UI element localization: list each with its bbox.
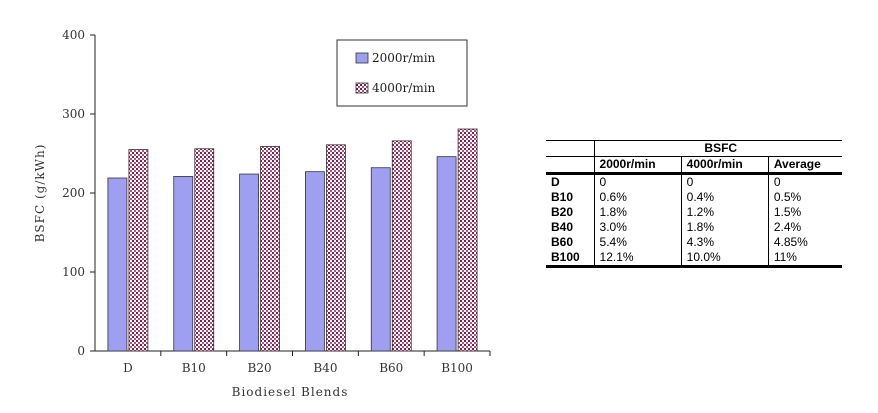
legend: 2000r/min 4000r/min (336, 39, 468, 107)
table-group-header: BSFC (593, 140, 842, 157)
table-cell: 0.6% (593, 190, 682, 205)
legend-label-4000: 4000r/min (372, 81, 436, 95)
table-corner-cell (546, 140, 595, 157)
bar-4000r-min-D (128, 149, 149, 352)
x-tick-label: B40 (313, 361, 337, 375)
table-row-label: B40 (551, 220, 574, 234)
y-tick-label: 200 (62, 186, 85, 200)
table-row: B100 12.1% 10.0% 11% (546, 250, 842, 268)
y-tick-label: 400 (62, 28, 85, 42)
table-row: D 0 0 0 (546, 173, 842, 190)
table-cell: 0.5% (767, 190, 842, 205)
table-row-label: B10 (551, 190, 574, 204)
bar-4000r-min-B100 (457, 128, 478, 352)
table-cell: 2.4% (767, 220, 842, 235)
x-tick-label: B20 (248, 361, 272, 375)
table-cell: 1.5% (767, 205, 842, 220)
bar-4000r-min-B60 (391, 140, 412, 352)
table-row: B60 5.4% 4.3% 4.85% (546, 235, 842, 250)
table-cell: 11% (767, 250, 842, 268)
x-tick-label: B10 (182, 361, 206, 375)
bar-4000r-min-B20 (260, 145, 280, 352)
legend-swatch-4000 (355, 82, 369, 94)
table-cell: 4.85% (767, 235, 842, 250)
table-cell: 1.8% (593, 205, 682, 220)
table-cell: 3.0% (593, 220, 682, 235)
table-cell: 0 (593, 173, 682, 190)
x-tick-label: B60 (379, 361, 403, 375)
table-column-header: 4000r/min (680, 156, 769, 175)
table-cell: 1.8% (680, 220, 769, 235)
table-corner-cell-2 (546, 156, 595, 175)
table-row-label: D (551, 175, 560, 189)
bar-2000r-min-B60 (370, 167, 391, 352)
bar-2000r-min-B10 (173, 176, 194, 352)
table-row-label: B20 (551, 205, 574, 219)
table-row: B40 3.0% 1.8% 2.4% (546, 220, 842, 235)
legend-label-2000: 2000r/min (372, 51, 436, 65)
table-column-header: Average (767, 156, 842, 175)
y-tick-label: 300 (62, 107, 85, 121)
table-cell: 4.3% (680, 235, 769, 250)
table-group-header-row: BSFC (546, 140, 842, 157)
bar-2000r-min-B40 (305, 171, 325, 352)
table-row: B10 0.6% 0.4% 0.5% (546, 190, 842, 205)
table-cell: 0 (680, 173, 769, 190)
bar-4000r-min-B10 (194, 148, 215, 352)
x-axis-title: Biodiesel Blends (232, 385, 349, 399)
table-cell: 0 (767, 173, 842, 190)
table-row: B20 1.8% 1.2% 1.5% (546, 205, 842, 220)
table-row-label: B60 (551, 235, 574, 249)
table-cell: 10.0% (680, 250, 769, 268)
table-cell: 12.1% (593, 250, 682, 268)
table-cell: 0.4% (680, 190, 769, 205)
bar-2000r-min-B20 (239, 173, 259, 352)
table-column-header: 2000r/min (593, 156, 682, 175)
table-cell: 1.2% (680, 205, 769, 220)
table-cell: 5.4% (593, 235, 682, 250)
bsfc-summary-table: BSFC 2000r/min 4000r/min Average D 0 0 0… (546, 140, 842, 268)
table-row-label: B100 (546, 250, 595, 268)
y-tick-label: 0 (77, 344, 85, 358)
y-axis-title: BSFC (g/kWh) (33, 144, 47, 243)
bar-2000r-min-D (107, 177, 128, 352)
legend-box (336, 39, 468, 107)
bar-4000r-min-B40 (326, 144, 346, 352)
table-column-header-row: 2000r/min 4000r/min Average (546, 156, 842, 175)
x-tick-label: D (123, 361, 133, 375)
x-tick-label: B100 (441, 361, 473, 375)
bar-2000r-min-B100 (436, 156, 457, 352)
legend-swatch-2000 (355, 52, 369, 64)
y-tick-label: 100 (62, 265, 85, 279)
